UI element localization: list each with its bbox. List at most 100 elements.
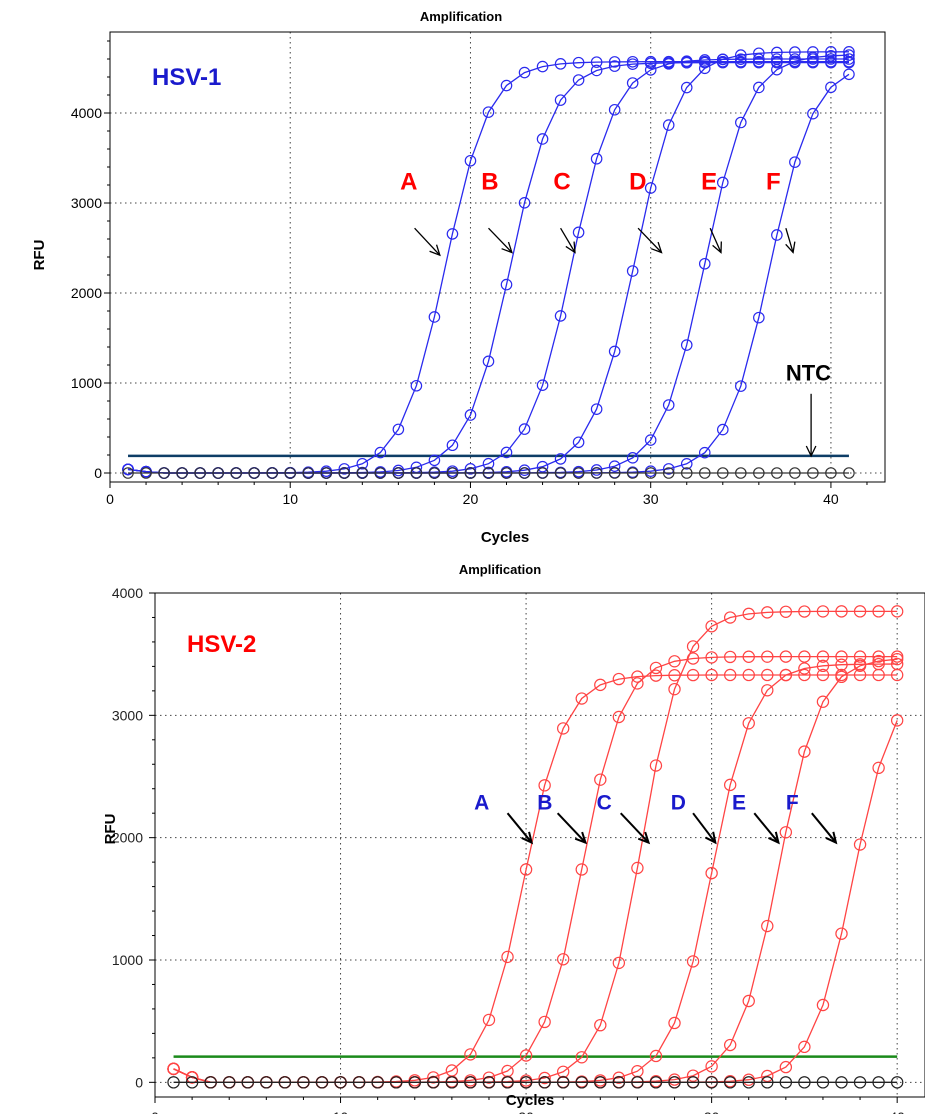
data-point (518, 464, 531, 476)
data-point (320, 467, 333, 479)
hsv2-amplification-chart: Amplification A B C D E F 0 10 20 30 40 0 1000 2000 3… (102, 562, 925, 1114)
series-ntc (122, 467, 855, 479)
data-point (698, 467, 711, 479)
x-tick-label: 0 (151, 1109, 159, 1114)
data-point (374, 446, 387, 459)
data-point (716, 467, 729, 479)
data-point (518, 423, 531, 435)
data-point (554, 310, 567, 322)
data-point (284, 467, 297, 479)
data-point (572, 226, 585, 239)
data-point (408, 1076, 421, 1089)
annotation-layer: A B C D E F (474, 792, 838, 845)
data-point (612, 710, 626, 724)
data-point (482, 1013, 496, 1027)
arrow-b (488, 227, 513, 254)
data-point (705, 866, 718, 880)
data-point (519, 863, 533, 876)
data-point (872, 650, 885, 663)
data-point (392, 423, 405, 436)
y-tick-label: 4000 (112, 585, 143, 601)
data-point (662, 463, 675, 475)
data-point (608, 56, 621, 68)
data-point (608, 467, 621, 479)
data-point (427, 1076, 440, 1089)
data-point (890, 657, 904, 671)
data-point (519, 1049, 533, 1062)
series-line (127, 51, 850, 474)
data-point (501, 1076, 514, 1089)
data-point (302, 467, 315, 479)
data-point (631, 861, 644, 875)
data-point (779, 1060, 793, 1074)
data-point (853, 650, 867, 663)
data-point (668, 1016, 681, 1030)
series-f (122, 68, 855, 479)
series-a (122, 55, 855, 479)
y-tick-label: 0 (135, 1074, 143, 1090)
data-point (761, 1069, 774, 1083)
data-point (575, 1051, 588, 1064)
curve-label-d: D (629, 169, 646, 196)
x-tick-label: 40 (889, 1109, 905, 1114)
data-point (816, 695, 830, 708)
arrow-e (753, 812, 780, 845)
data-point (538, 1071, 551, 1085)
data-point (835, 670, 848, 684)
panel-label: HSV-2 (187, 631, 256, 658)
data-point (590, 467, 603, 479)
data-point (789, 55, 801, 68)
data-point (705, 1076, 718, 1089)
arrow-a (414, 227, 441, 257)
x-tick-label: 10 (333, 1109, 349, 1114)
arrow-c (619, 812, 651, 845)
data-point (356, 467, 369, 479)
data-point (371, 1076, 384, 1089)
data-point (761, 1076, 774, 1089)
data-point (735, 49, 747, 61)
data-point (789, 46, 801, 58)
data-point (686, 640, 700, 653)
curve-label-b: B (481, 169, 498, 196)
plot-frame (154, 592, 925, 1098)
data-point (853, 605, 867, 618)
data-point (771, 467, 783, 479)
data-point (890, 714, 904, 727)
series-line (173, 674, 898, 1083)
data-point (644, 57, 657, 70)
data-point (835, 605, 848, 618)
data-point (572, 467, 585, 479)
arrow-f (785, 228, 796, 254)
data-point (680, 81, 693, 94)
series-d (167, 657, 904, 1089)
axis-ticks: 0 10 20 30 40 0 1000 2000 3000 4000 (112, 585, 905, 1114)
data-point (662, 119, 675, 131)
data-point (662, 58, 675, 70)
data-point (212, 467, 224, 479)
data-point (825, 46, 837, 58)
x-tick-label: 40 (823, 491, 839, 507)
data-point (825, 50, 837, 62)
data-point (445, 1076, 459, 1089)
data-point (835, 658, 848, 671)
data-point (536, 460, 549, 473)
data-point (843, 49, 855, 61)
data-point (556, 953, 570, 966)
data-point (556, 722, 570, 735)
data-point (374, 467, 387, 479)
data-point (500, 446, 513, 459)
data-point (538, 1076, 551, 1089)
data-point (753, 311, 765, 324)
data-point (631, 677, 644, 690)
data-point (631, 670, 644, 683)
data-point (816, 659, 830, 673)
hsv1-amplification-chart: Amplification A B C D E F NTC 0 10 20 30 40 0 1000 20… (31, 9, 886, 546)
arrow-d (637, 227, 663, 254)
data-point (835, 650, 848, 663)
data-point (753, 56, 765, 69)
y-tick-label: 3000 (112, 707, 143, 723)
data-point (761, 668, 774, 682)
data-point (649, 669, 663, 682)
data-point (816, 1076, 830, 1089)
data-point (626, 77, 639, 89)
